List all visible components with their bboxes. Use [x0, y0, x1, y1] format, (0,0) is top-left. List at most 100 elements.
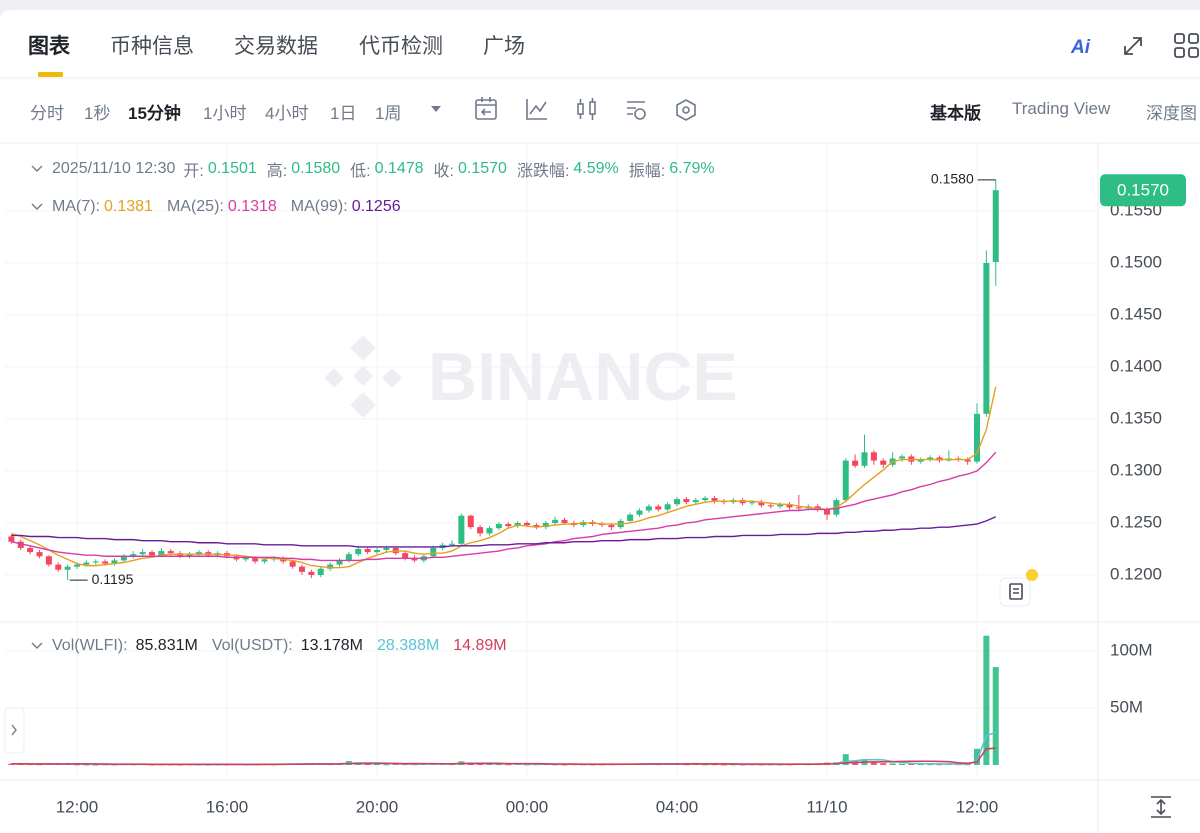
active-tab-underline: [38, 72, 63, 77]
candle-body: [561, 519, 568, 523]
info-value: 0.1501: [207, 160, 257, 177]
tab[interactable]: 广场: [483, 35, 525, 58]
expand-icon[interactable]: [1124, 37, 1142, 55]
candle-body: [336, 560, 343, 565]
volume-bar: [870, 762, 877, 765]
x-tick-label: 12:00: [956, 797, 999, 816]
info-label: 涨跌幅:: [516, 163, 570, 180]
settings-icon[interactable]: [676, 99, 696, 121]
interval[interactable]: 15分钟: [128, 104, 181, 123]
indicator-icon[interactable]: [526, 99, 547, 120]
candle-body: [299, 566, 305, 572]
template-icon[interactable]: [627, 101, 646, 120]
tab[interactable]: 交易数据: [234, 35, 318, 58]
candle-body: [786, 504, 793, 508]
interval[interactable]: 4小时: [265, 104, 309, 123]
candle-body: [777, 504, 784, 507]
candle-body: [702, 498, 709, 501]
interval[interactable]: 1秒: [84, 104, 111, 123]
candle-body: [92, 561, 99, 563]
volume-bar: [364, 763, 371, 765]
info-value: 0.1478: [374, 160, 424, 177]
volume-bar: [495, 764, 502, 766]
candle-body: [495, 524, 502, 529]
watermark: BINANCE: [428, 339, 738, 415]
view-option[interactable]: 基本版: [930, 104, 981, 123]
candle-body: [64, 566, 71, 570]
candle-body: [608, 525, 615, 528]
volume-bar: [983, 635, 990, 765]
collapse-icon[interactable]: [30, 202, 44, 212]
candle-body: [870, 452, 877, 461]
low-label: 0.1195: [92, 571, 134, 587]
interval[interactable]: 1小时: [203, 104, 247, 123]
info-value: 4.59%: [573, 160, 619, 177]
candle-body: [186, 554, 193, 557]
view-option[interactable]: 深度图: [1146, 104, 1197, 123]
replay-icon[interactable]: [475, 97, 497, 120]
candle-body: [252, 557, 259, 562]
volume-bar: [842, 754, 849, 765]
candle-body: [767, 505, 774, 507]
candle-body: [120, 556, 127, 561]
candle-body: [758, 502, 765, 506]
x-tick-label: 04:00: [656, 797, 699, 816]
candle-body: [74, 564, 80, 567]
candle-body: [402, 553, 409, 559]
scale-reset-icon[interactable]: [1151, 796, 1171, 818]
volume-bar: [486, 763, 493, 765]
candle-body: [477, 527, 484, 534]
info-value: 6.79%: [669, 160, 715, 177]
collapse-icon[interactable]: [30, 641, 44, 651]
candle-body: [27, 547, 34, 553]
candle-body: [486, 528, 493, 534]
volume-bar: [927, 764, 934, 766]
ai-icon[interactable]: Ai: [1071, 37, 1090, 58]
interval[interactable]: 1日: [330, 104, 357, 123]
volume-tick-label: 100M: [1110, 640, 1153, 659]
tab[interactable]: 代币检测: [359, 35, 443, 58]
candle-body: [158, 551, 165, 556]
candle-body: [899, 456, 905, 459]
candle-body: [683, 499, 690, 503]
tab[interactable]: 图表: [28, 35, 70, 58]
y-tick-label: 0.1400: [1110, 356, 1162, 375]
interval[interactable]: 1周: [375, 104, 402, 123]
y-tick-label: 0.1500: [1110, 253, 1162, 272]
candle-body: [852, 460, 859, 466]
view-option[interactable]: Trading View: [1012, 99, 1111, 118]
sidebar-toggle[interactable]: [4, 707, 25, 754]
interval-dropdown[interactable]: [431, 106, 441, 112]
candle-body: [880, 460, 887, 465]
candle-style-icon[interactable]: [577, 98, 596, 120]
y-tick-label: 0.1450: [1110, 304, 1162, 323]
volume-bar: [74, 764, 80, 766]
x-tick-label: 11/10: [806, 797, 847, 816]
news-icon[interactable]: [999, 569, 1038, 607]
volume-bar: [383, 764, 390, 766]
candle-body: [411, 558, 418, 561]
candle-body: [327, 564, 334, 569]
last-price-tag: [1100, 174, 1186, 207]
candle-body: [917, 459, 924, 462]
volume-bar: [889, 763, 896, 765]
volume-bar: [720, 764, 727, 766]
candle-body: [533, 525, 540, 528]
ma-name: MA(25):: [166, 198, 224, 215]
candle-body: [664, 504, 671, 510]
y-tick-label: 0.1250: [1110, 512, 1162, 531]
candle-body: [974, 413, 980, 462]
volume-tick-label: 50M: [1110, 697, 1143, 716]
info-label: 收:: [433, 163, 454, 180]
candle-body: [45, 556, 52, 565]
volume-bar: [880, 763, 887, 765]
volume-bar: [374, 764, 380, 766]
info-value: 0.1580: [291, 160, 341, 177]
interval[interactable]: 分时: [30, 104, 64, 123]
candle-body: [458, 515, 465, 544]
tab[interactable]: 币种信息: [110, 35, 194, 58]
info-label: 高:: [266, 163, 288, 180]
candle-body: [17, 541, 24, 548]
collapse-icon[interactable]: [30, 164, 44, 174]
layout-icon[interactable]: [1174, 33, 1199, 58]
